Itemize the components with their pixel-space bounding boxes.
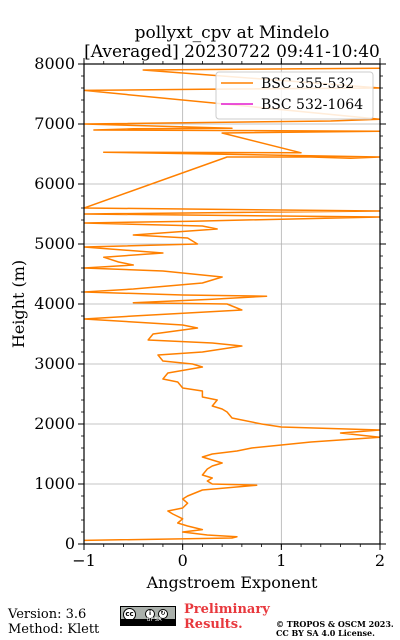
y-tick-label: 2000 — [34, 414, 75, 433]
chart-title: pollyxt_cpv at Mindelo [Averaged] 202307… — [84, 23, 380, 62]
legend-label-bsc-532-1064: BSC 532-1064 — [261, 97, 363, 113]
method-text: Method: Klett — [8, 622, 100, 637]
x-tick-label: −1 — [72, 551, 96, 570]
y-tick-label: 3000 — [34, 354, 75, 373]
preliminary-results-note: Preliminary Results. — [184, 602, 270, 632]
copyright-line-2: CC BY SA 4.0 License. — [276, 628, 375, 638]
y-tick-label: 6000 — [34, 174, 75, 193]
cc-badge-text: BY SA — [147, 617, 162, 623]
legend-label-bsc-355-532: BSC 355-532 — [261, 76, 354, 92]
y-tick-label: 0 — [65, 534, 75, 553]
y-tick-label: 7000 — [34, 114, 75, 133]
y-tick-label: 8000 — [34, 54, 75, 73]
y-tick-label: 5000 — [34, 234, 75, 253]
x-axis-label: Angstroem Exponent — [146, 573, 318, 592]
sa-icon: ↻ — [158, 609, 168, 619]
title-line-2: [Averaged] 20230722 09:41-10:40 — [84, 42, 380, 62]
copyright-note: © TROPOS & OSCM 2023. CC BY SA 4.0 Licen… — [276, 620, 394, 638]
x-tick-label: 0 — [178, 551, 188, 570]
x-tick-label: 2 — [375, 551, 385, 570]
legend-box — [215, 71, 374, 120]
title-line-1: pollyxt_cpv at Mindelo — [135, 23, 330, 43]
y-tick-label: 1000 — [34, 474, 75, 493]
series-line-0 — [84, 67, 380, 542]
version-text: Version: 3.6 — [8, 607, 87, 622]
series-layer — [84, 67, 380, 542]
by-icon: i — [145, 609, 155, 619]
cc-badge-strip: BY SA — [121, 617, 175, 625]
legend: BSC 355-532 BSC 532-1064 — [215, 71, 374, 120]
copyright-line-1: © TROPOS & OSCM 2023. — [276, 619, 394, 629]
preliminary-line-1: Preliminary — [184, 602, 270, 617]
preliminary-line-2: Results. — [184, 617, 243, 632]
y-axis-label: Height (m) — [9, 260, 28, 348]
y-tick-label: 4000 — [34, 294, 75, 313]
cc-license-badge: cc i ↻ BY SA — [120, 606, 176, 626]
x-tick-label: 1 — [276, 551, 286, 570]
